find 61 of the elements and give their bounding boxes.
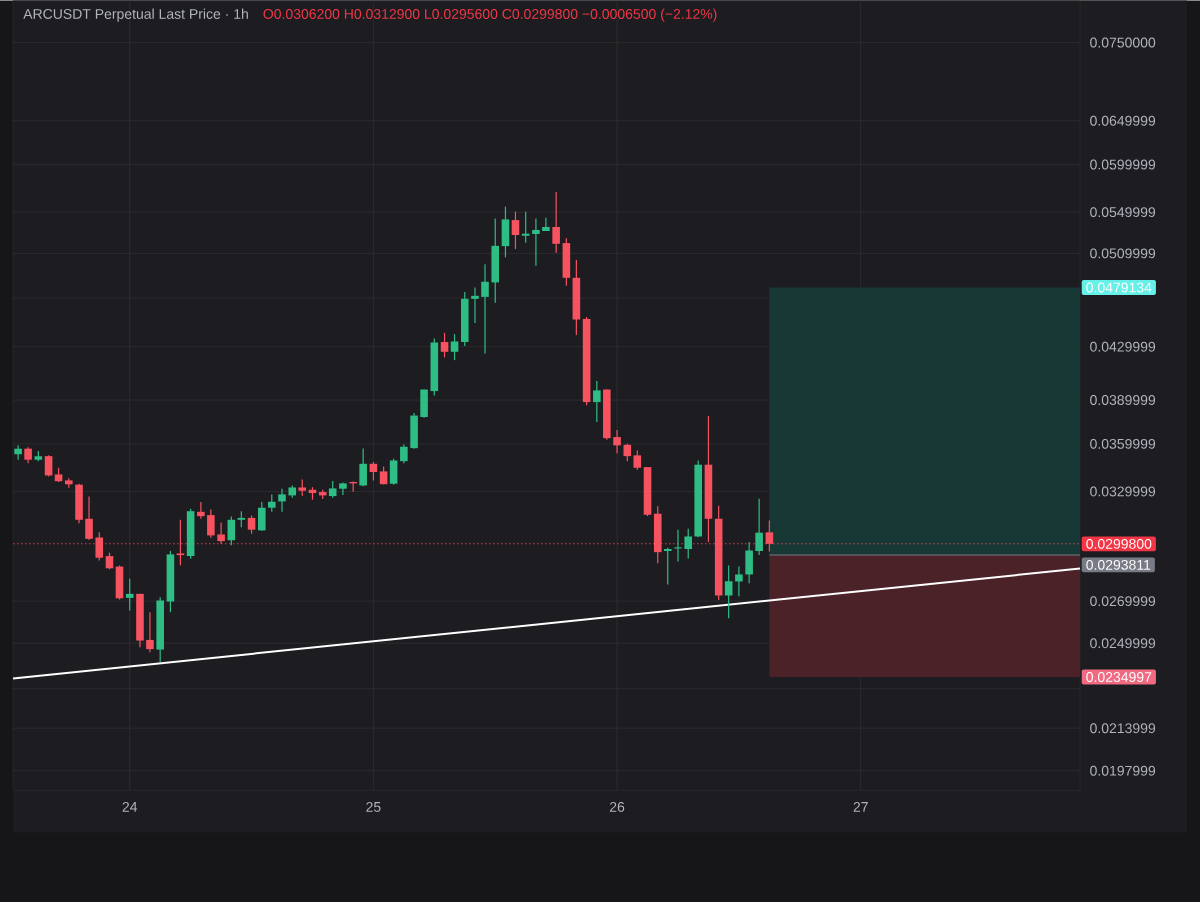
y-tick-label: 0.0549999	[1090, 206, 1156, 217]
candlestick	[400, 443, 408, 464]
candlestick	[359, 447, 367, 487]
band-label: 0.0479134	[1086, 282, 1152, 293]
candlestick	[613, 429, 621, 454]
candlestick	[85, 495, 93, 541]
y-tick-label: 0.0197999	[1090, 765, 1156, 776]
candlestick	[755, 497, 763, 556]
y-tick-label: 0.0329999	[1090, 486, 1156, 497]
y-tick-label: 0.0599999	[1090, 159, 1156, 170]
y-tick-label: 0.0389999	[1090, 394, 1156, 405]
candlestick	[684, 527, 693, 559]
candlestick	[511, 210, 520, 250]
candlestick	[247, 514, 256, 535]
candlestick	[44, 454, 53, 477]
x-tick-label: 27	[853, 801, 868, 812]
y-tick-label: 0.0359999	[1090, 438, 1156, 449]
candlestick	[765, 519, 774, 553]
y-tick-label: 0.0649999	[1090, 115, 1156, 126]
candlestick	[552, 191, 560, 254]
candlestick	[674, 528, 682, 562]
x-tick-label: 25	[366, 801, 381, 812]
candlestick	[176, 519, 185, 566]
band-label: 0.0234997	[1086, 671, 1152, 682]
candlestick	[379, 465, 388, 485]
candlestick	[724, 564, 733, 619]
x-tick-label: 26	[609, 801, 625, 812]
candlestick	[481, 263, 489, 354]
candlestick	[532, 217, 540, 267]
candlestick	[735, 565, 743, 597]
candlestick	[471, 286, 479, 324]
candlestick	[227, 515, 236, 546]
y-tick-label: 0.0750000	[1090, 37, 1156, 48]
candlestick	[217, 521, 225, 545]
candlestick	[440, 332, 449, 358]
candlestick	[197, 501, 205, 520]
y-tick-label: 0.0509999	[1090, 248, 1156, 259]
text: O0.0306200 H0.0312900 L0.0295600 C0.0299800 −0.0006500 (−2.12%)	[263, 8, 717, 22]
candlestick	[633, 449, 642, 471]
candlestick	[14, 444, 22, 461]
candlestick	[95, 531, 104, 561]
candlestick	[663, 546, 672, 585]
candlestick	[258, 501, 266, 532]
candlestick	[542, 217, 550, 232]
ref-line-label: 0.0293811	[1086, 559, 1151, 570]
candlestick	[207, 508, 215, 539]
y-tick-label: 0.0269999	[1090, 595, 1156, 606]
candlestick	[389, 458, 398, 486]
ref-line-label: 0.0299800	[1086, 538, 1152, 549]
candlestick	[125, 577, 134, 611]
candlestick	[146, 611, 154, 653]
candlestick	[593, 380, 601, 423]
candlestick	[745, 541, 753, 584]
y-tick-label: 0.0213999	[1090, 723, 1156, 733]
candlestick	[278, 487, 286, 513]
candlestick	[339, 481, 347, 496]
x-tick-label: 24	[122, 801, 138, 812]
candlestick	[450, 333, 459, 361]
y-tick-label: 0.0429999	[1090, 341, 1156, 352]
y-tick-label: 0.0249999	[1090, 638, 1156, 648]
text: ARCUSDT Perpetual Last Price · 1h	[23, 8, 248, 22]
